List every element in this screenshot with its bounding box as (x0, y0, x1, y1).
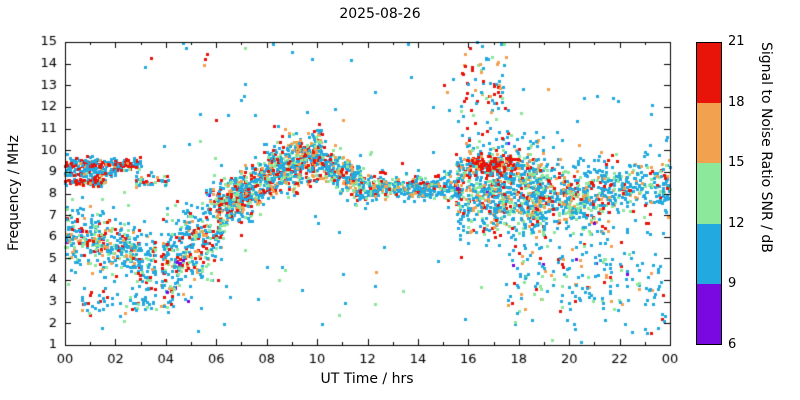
colorbar-tick-label: 15 (728, 155, 745, 171)
colorbar-segment-green (697, 163, 721, 224)
colorbar-tick-label: 12 (728, 215, 745, 231)
colorbar-tick-label: 6 (728, 337, 737, 352)
colorbar-tick-label: 21 (728, 34, 745, 49)
colorbar-segment-purple (697, 283, 721, 345)
snr-colorbar (696, 42, 722, 345)
colorbar-tick-label: 9 (728, 276, 737, 292)
colorbar-label: Signal to Noise Ratio SNR / dB (758, 42, 774, 253)
colorbar-tick-label: 18 (728, 94, 745, 110)
x-axis-label: UT Time / hrs (320, 371, 414, 387)
colorbar-segment-orange (697, 103, 721, 164)
colorbar-segment-red (697, 43, 721, 104)
colorbar-tick-labels: 6 9 12 15 18 21 (728, 34, 758, 352)
chart-title: 2025-08-26 (339, 6, 421, 22)
y-axis-label: Frequency / MHz (6, 135, 22, 251)
colorbar-segment-blue (697, 223, 721, 284)
